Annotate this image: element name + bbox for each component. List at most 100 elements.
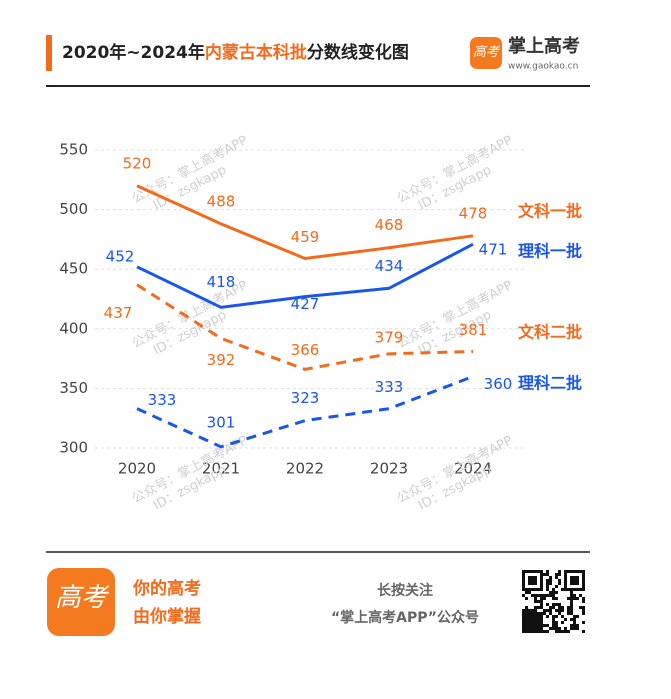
qr-cell [540, 576, 543, 579]
qr-cell [531, 624, 534, 627]
qr-cell [564, 579, 567, 582]
qr-cell [525, 612, 528, 615]
qr-cell [522, 582, 525, 585]
qr-cell [573, 597, 576, 600]
qr-cell [564, 618, 567, 621]
series-label: 理科一批 [518, 242, 582, 261]
qr-cell [534, 600, 537, 603]
qr-cell [558, 627, 561, 630]
qr-cell [546, 582, 549, 585]
qr-cell [579, 594, 582, 597]
qr-cell [522, 630, 525, 633]
qr-cell [534, 597, 537, 600]
qr-cell [582, 621, 585, 624]
qr-cell [525, 618, 528, 621]
qr-cell [540, 627, 543, 630]
qr-cell [573, 618, 576, 621]
qr-cell [576, 576, 579, 579]
qr-cell [564, 627, 567, 630]
qr-cell [522, 615, 525, 618]
qr-cell [531, 612, 534, 615]
qr-cell [549, 594, 552, 597]
qr-cell [561, 588, 564, 591]
qr-cell [570, 570, 573, 573]
qr-cell [543, 624, 546, 627]
qr-cell [525, 591, 528, 594]
data-label: 360 [484, 375, 513, 393]
qr-cell [570, 609, 573, 612]
qr-cell [540, 615, 543, 618]
qr-cell [582, 630, 585, 633]
brand-logo-text: 高考 [473, 44, 501, 59]
data-label: 478 [459, 204, 488, 222]
qr-cell [537, 630, 540, 633]
series-label: 文科二批 [518, 323, 582, 342]
title-part: 2020年~2024年 [62, 42, 205, 63]
qr-cell [555, 603, 558, 606]
qr-cell [576, 624, 579, 627]
qr-cell [522, 624, 525, 627]
data-label: 333 [148, 391, 177, 409]
qr-cell [522, 570, 525, 573]
qr-cell [573, 627, 576, 630]
title-part: 分数线变化图 [307, 42, 409, 63]
qr-cell [558, 606, 561, 609]
series-label: 理科二批 [518, 374, 582, 393]
qr-cell [534, 588, 537, 591]
qr-cell [543, 594, 546, 597]
qr-cell [522, 627, 525, 630]
qr-cell [528, 579, 531, 582]
qr-cell [564, 576, 567, 579]
qr-cell [564, 582, 567, 585]
qr-cell [540, 618, 543, 621]
follow-text: 长按关注 [377, 582, 433, 599]
qr-cell [549, 576, 552, 579]
qr-cell [564, 573, 567, 576]
qr-cell [582, 588, 585, 591]
brand-site: www.gaokao.cn [508, 62, 578, 72]
qr-cell [549, 591, 552, 594]
qr-cell [540, 570, 543, 573]
qr-cell [555, 597, 558, 600]
qr-cell [537, 618, 540, 621]
qr-cell [573, 582, 576, 585]
qr-cell [525, 630, 528, 633]
data-label: 301 [207, 413, 236, 431]
qr-cell [534, 621, 537, 624]
qr-cell [525, 609, 528, 612]
qr-code[interactable] [522, 570, 585, 633]
qr-cell [546, 585, 549, 588]
qr-cell [558, 603, 561, 606]
qr-cell [552, 624, 555, 627]
qr-cell [567, 630, 570, 633]
qr-cell [528, 627, 531, 630]
qr-cell [576, 582, 579, 585]
slogan: 由你掌握 [133, 606, 201, 627]
qr-cell [546, 579, 549, 582]
qr-cell [573, 570, 576, 573]
qr-cell [549, 609, 552, 612]
qr-cell [543, 630, 546, 633]
qr-cell [522, 579, 525, 582]
qr-cell [558, 579, 561, 582]
qr-cell [573, 624, 576, 627]
qr-cell [558, 582, 561, 585]
qr-cell [522, 585, 525, 588]
title-accent [46, 35, 52, 71]
qr-cell [540, 597, 543, 600]
qr-cell [561, 606, 564, 609]
qr-cell [558, 570, 561, 573]
x-tick-label: 2020 [118, 460, 156, 478]
qr-cell [579, 588, 582, 591]
qr-cell [534, 570, 537, 573]
qr-cell [555, 609, 558, 612]
qr-cell [534, 627, 537, 630]
qr-cell [534, 606, 537, 609]
qr-cell [522, 576, 525, 579]
qr-cell [561, 630, 564, 633]
qr-cell [522, 621, 525, 624]
qr-cell [528, 570, 531, 573]
qr-cell [570, 594, 573, 597]
qr-cell [537, 615, 540, 618]
data-label: 379 [375, 328, 404, 346]
